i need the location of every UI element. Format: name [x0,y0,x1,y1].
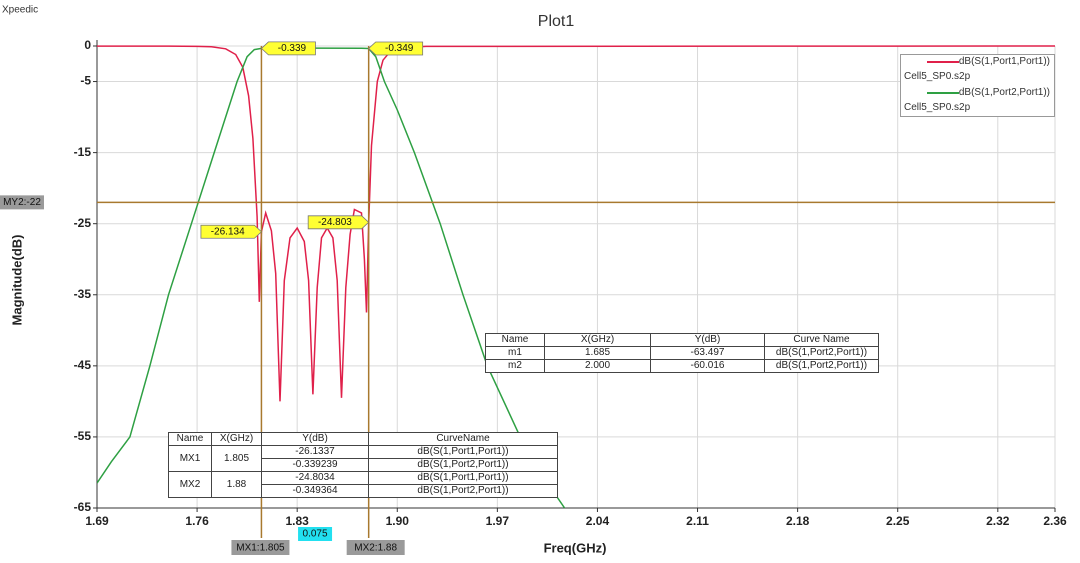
header-cell: Name [168,432,212,446]
cell: -63.497 [650,346,765,360]
legend-file: Cell5_SP0.s2p [904,102,971,113]
x-tick-label: 2.36 [1043,514,1067,528]
marker-flag [260,41,316,56]
cell: dB(S(1,Port1,Port1)) [368,471,558,485]
marker-flag-label: -0.339 [278,43,307,54]
cell: 1.685 [544,346,651,360]
delta-label-bg [298,527,333,541]
x-marker-label-bg [231,540,290,555]
y-tick-label: -35 [74,287,92,301]
cell: MX1 [168,445,212,472]
mx-table: Name X(GHz) Y(dB) CurveName MX1 1.805 -26.1337… [168,432,558,498]
marker-flag [307,215,370,230]
x-tick-label: 1.90 [386,514,410,528]
x-tick-label: 2.11 [686,514,709,528]
cell: m2 [485,359,545,373]
legend-entry: dB(S(1,Port1,Port1)) [901,55,1054,70]
cell: -24.8034 [261,471,369,485]
x-axis-label: Freq(GHz) [544,540,607,555]
table-header: Name X(GHz) Y(dB) CurveName [168,432,558,446]
marker-table: Name X(GHz) Y(dB) Curve Name m1 1.685 -63.497 d… [485,333,879,373]
y-tick-label: -15 [74,145,92,159]
header-cell: CurveName [368,432,558,446]
table-row: m2 2.000 -60.016 dB(S(1,Port2,Port1)) [485,359,879,373]
chart-title: Plot1 [538,13,575,30]
legend: dB(S(1,Port1,Port1)) Cell5_SP0.s2p dB(S(1,… [900,54,1055,117]
y-axis-label: Magnitude(dB) [9,235,24,326]
header-cell: Y(dB) [261,432,369,446]
cell: -0.349364 [261,484,369,498]
legend-file: Cell5_SP0.s2p [904,71,971,82]
x-tick-label: 2.25 [886,514,910,528]
cell: 1.805 [211,445,262,472]
cell: MX2 [168,471,212,498]
cell: 1.88 [211,471,262,498]
legend-swatch [927,92,959,94]
x-tick-label: 2.32 [986,514,1010,528]
table-row: m1 1.685 -63.497 dB(S(1,Port2,Port1)) [485,346,879,360]
y-tick-label: 0 [84,38,91,52]
header-cell: X(GHz) [544,333,651,347]
header-cell: Y(dB) [650,333,765,347]
cell: dB(S(1,Port2,Port1)) [764,359,879,373]
marker-flag-label: -0.349 [385,43,414,54]
y-tick-label: -55 [74,429,92,443]
y-marker-label-bg [0,195,44,210]
cell: -0.339239 [261,458,369,472]
x-marker-label-bg [346,540,405,555]
cell: dB(S(1,Port2,Port1)) [368,458,558,472]
legend-entry: dB(S(1,Port2,Port1)) [901,86,1054,101]
cell: 2.000 [544,359,651,373]
table-row: MX1 1.805 -26.1337 dB(S(1,Port1,Port1)) [168,445,558,472]
cell: dB(S(1,Port2,Port1)) [368,484,558,498]
cell: -60.016 [650,359,765,373]
x-tick-label: 1.76 [185,514,209,528]
x-tick-label: 1.97 [486,514,510,528]
app-name: Xpeedic [2,5,38,16]
marker-flag [368,41,424,56]
cell: -26.1337 [261,445,369,459]
series-line [97,47,566,508]
legend-name: dB(S(1,Port1,Port1)) [958,56,1050,67]
table-row: -0.339239 dB(S(1,Port2,Port1)) [169,458,558,472]
marker-flag [200,224,263,239]
header-cell: Curve Name [764,333,879,347]
legend-swatch [927,61,959,63]
x-marker-label: MX1:1.805 [236,543,285,554]
x-tick-label: 1.83 [285,514,309,528]
y-marker-label: MY2:-22 [3,197,41,208]
header-cell: X(GHz) [211,432,262,446]
table-row: -0.349364 dB(S(1,Port2,Port1)) [169,484,558,498]
y-tick-label: -25 [74,216,92,230]
overlays: MY2:-22 MX1:1.805 MX2:1.88 0.075 -0.339 -0.34… [0,41,1055,555]
x-tick-label: 2.18 [786,514,810,528]
table-row: MX2 1.88 -24.8034 dB(S(1,Port1,Port1)) [168,471,558,498]
cell: dB(S(1,Port2,Port1)) [764,346,879,360]
x-tick-label: 2.04 [586,514,610,528]
cell: dB(S(1,Port1,Port1)) [368,445,558,459]
marker-flag-label: -24.803 [318,217,352,228]
delta-label: 0.075 [303,529,328,540]
table-header: Name X(GHz) Y(dB) Curve Name [485,333,879,347]
x-tick-label: 1.69 [85,514,109,528]
marker-flag-label: -26.134 [211,226,245,237]
header-cell: Name [485,333,545,347]
legend-name: dB(S(1,Port2,Port1)) [958,87,1050,98]
y-tick-label: -45 [74,358,92,372]
y-tick-label: -65 [74,500,92,514]
cell: m1 [485,346,545,360]
x-marker-label: MX2:1.88 [354,543,397,554]
y-tick-label: -5 [80,74,91,88]
